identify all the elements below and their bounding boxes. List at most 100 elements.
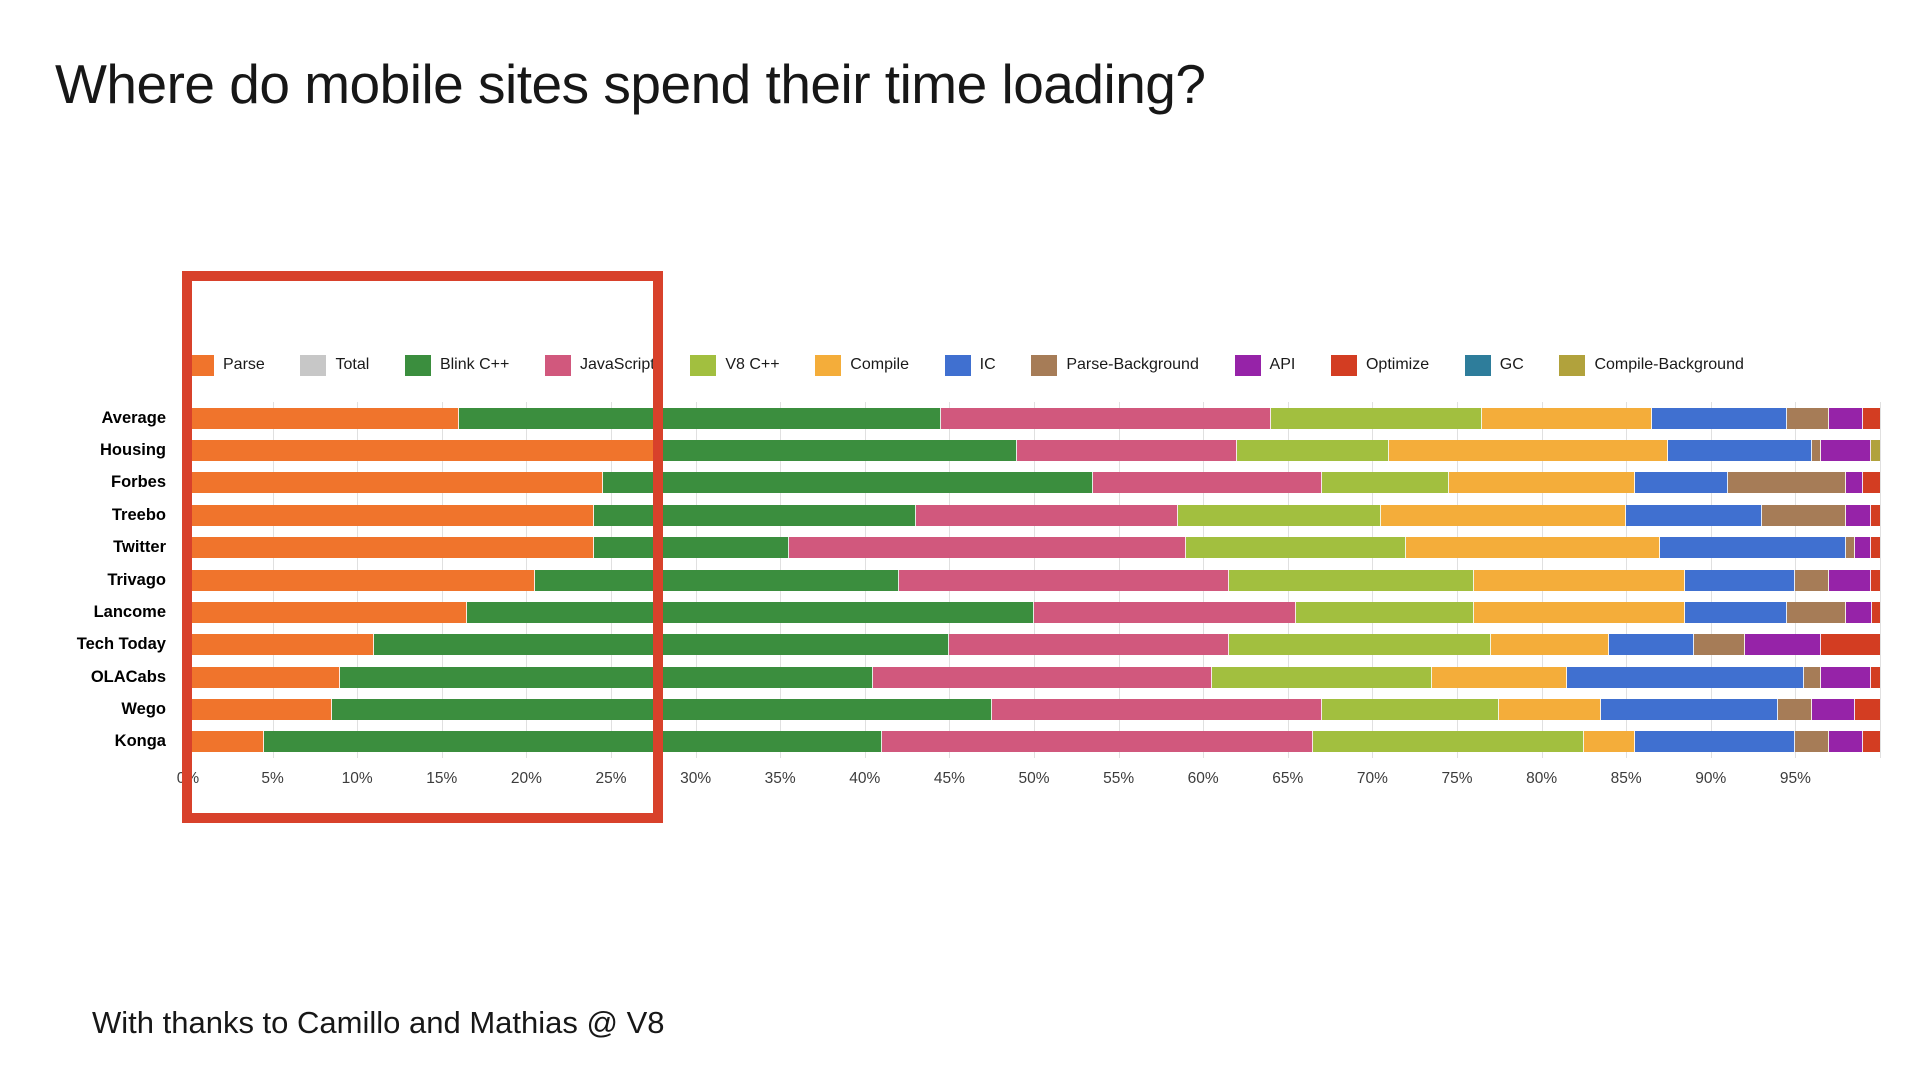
legend-swatch-icon [690,354,717,376]
bar-segment [1863,408,1880,429]
legend-swatch-icon [815,354,842,376]
row-labels: Average Housing Forbes Treebo Twitter Trivago… [0,402,177,758]
legend-item: IC [944,354,996,376]
bar-segment [188,699,332,720]
bar-segment [1863,731,1880,752]
bar-segment [1846,472,1863,493]
bar-segment [188,570,535,591]
bar-segment [1829,731,1864,752]
x-tick-label: 35% [764,770,796,787]
bar-segment [1033,602,1297,623]
bar-segment [1854,699,1880,720]
row-label: Forbes [110,473,166,491]
bar-segment [467,602,1034,623]
legend-item: Blink C++ [404,354,509,376]
bar-segment [1211,667,1432,688]
bar-segment [374,634,950,655]
legend-label: Parse [223,356,265,373]
bar-segment [1820,440,1872,461]
bar-segment [188,602,468,623]
bar-segment [1406,537,1661,558]
legend-label: API [1269,356,1296,373]
bar-segment [1270,408,1483,429]
bar-segment [1795,570,1830,591]
bar-row [188,602,1880,623]
bar-segment [991,699,1322,720]
legend-label: Compile [850,356,909,373]
legend-label: GC [1499,356,1524,373]
legend-swatch-icon [404,354,431,376]
legend-swatch-icon [1559,354,1586,376]
bar-segment [940,408,1271,429]
bar-segment [1237,440,1390,461]
legend-label: JavaScript [579,356,655,373]
bar-segment [1634,731,1796,752]
bar-segment [1651,408,1787,429]
plot-area [188,402,1881,758]
bar-segment [188,440,662,461]
legend-swatch-icon [944,354,971,376]
legend-item: Compile-Background [1559,354,1744,376]
row-label: Housing [100,441,166,459]
legend-swatch-icon [300,354,327,376]
legend-swatch-icon [1330,354,1357,376]
bar-segment [1499,699,1601,720]
bar-segment [188,537,595,558]
row-label: Wego [121,700,166,718]
legend-item: Compile [815,354,909,376]
bar-segment [602,472,1094,493]
bar-segment [1820,667,1872,688]
legend-label: V8 C++ [725,356,780,373]
bar-segment [458,408,941,429]
bar-row [188,505,1880,526]
legend-item: V8 C++ [690,354,780,376]
bar-segment [788,537,1187,558]
row-label: OLACabs [90,668,166,686]
legend-item: API [1234,354,1296,376]
bar-segment [873,667,1212,688]
x-tick-label: 55% [1103,770,1135,787]
bar-segment [1846,537,1855,558]
row-label: Tech Today [76,635,166,653]
bar-segment [340,667,874,688]
bar-segment [1685,570,1796,591]
chart-legend: Parse Total Blink C++ JavaScript V8 C++ Compi… [188,352,1744,378]
x-tick-label: 25% [595,770,627,787]
x-tick-label: 50% [1018,770,1050,787]
legend-swatch-icon [188,354,214,376]
legend-label: IC [979,356,996,373]
bar-segment [1812,699,1855,720]
x-tick-label: 45% [933,770,965,787]
row-label: Konga [114,732,166,750]
bar-segment [1829,570,1872,591]
x-tick-label: 60% [1187,770,1219,787]
bar-segment [1296,602,1474,623]
x-tick-label: 0% [176,770,200,787]
bar-segment [1871,602,1880,623]
bar-segment [594,537,789,558]
bar-segment [1634,472,1728,493]
bar-segment [1017,440,1238,461]
bar-segment [1871,667,1880,688]
bar-segment [1626,505,1762,526]
x-axis: 0% 5% 10% 15% 20% 25% 30% 35% 40% 45% 50% 55% 60% 65%… [177,770,1880,792]
bar-segment [661,440,1018,461]
x-tick-label: 80% [1526,770,1558,787]
row-label: Lancome [93,603,166,621]
bar-segment [1566,667,1804,688]
bar-segment [1482,408,1652,429]
bar-segment [915,505,1178,526]
legend-swatch-icon [1464,354,1491,376]
bar-segment [188,472,603,493]
bar-segment [1321,699,1500,720]
bar-segment [1693,634,1745,655]
bar-row [188,634,1880,655]
bar-segment [1186,537,1407,558]
legend-item: Parse [188,354,265,376]
bar-segment [264,731,882,752]
bar-segment [1583,731,1635,752]
x-tick-label: 10% [341,770,373,787]
bar-segment [1177,505,1381,526]
bar-segment [1727,472,1847,493]
